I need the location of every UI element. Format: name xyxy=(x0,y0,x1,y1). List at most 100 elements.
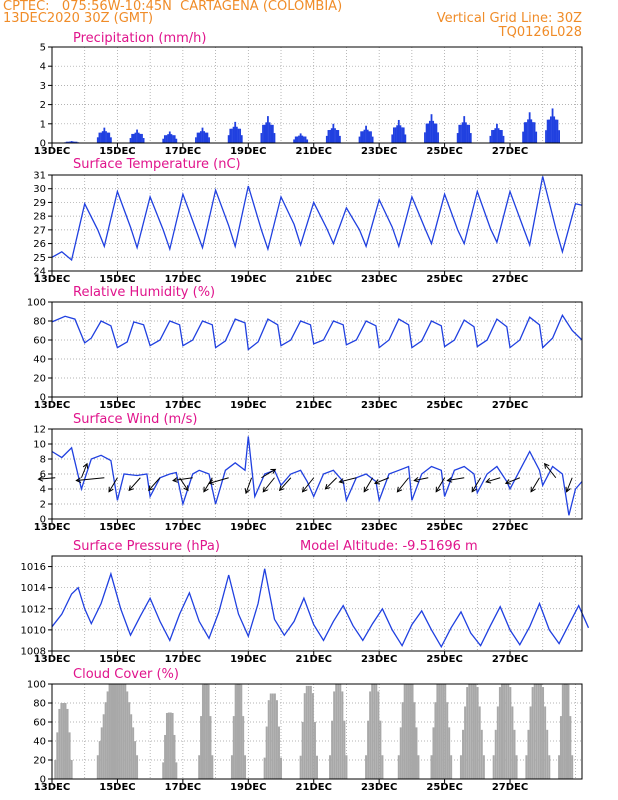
x-tick-label: 23DEC xyxy=(361,274,397,285)
wind-arrow-head xyxy=(435,486,441,493)
cloud-bar xyxy=(377,691,380,779)
wind-arrow xyxy=(80,463,88,478)
wind-arrow-head xyxy=(75,477,82,483)
y-tick-label: 0 xyxy=(40,393,46,404)
x-tick-label: 25DEC xyxy=(426,782,462,793)
rh-series-line xyxy=(51,313,583,351)
cloud-title: Cloud Cover (%) xyxy=(73,667,179,682)
cloud-bar xyxy=(367,720,370,779)
wind-arrow xyxy=(245,477,253,494)
cloud-bar xyxy=(265,726,268,779)
cloud-bar xyxy=(56,732,59,779)
x-tick-label: 27DEC xyxy=(492,654,528,665)
temp-series-line xyxy=(51,176,583,262)
precip-bar xyxy=(167,134,170,143)
y-tick-label: 31 xyxy=(33,171,46,182)
wind-arrow xyxy=(397,477,409,493)
precip-bar xyxy=(270,124,273,143)
cloud-bar xyxy=(128,702,131,779)
precip-panel: 0 1 2 3 4 5 13DEC 15DEC 17DEC 19DEC 21DEC 23DEC 25DE… xyxy=(34,31,583,157)
cloud-bar xyxy=(407,684,410,779)
cloud-bar xyxy=(230,755,233,779)
x-tick-label: 15DEC xyxy=(99,274,135,285)
precip-bar xyxy=(172,135,174,143)
x-tick-label: 21DEC xyxy=(296,782,332,793)
cloud-bar xyxy=(134,741,137,779)
precip-bar xyxy=(168,131,171,143)
x-tick-label: 27DEC xyxy=(492,400,528,411)
y-tick-label: 1008 xyxy=(21,647,46,658)
precip-bar xyxy=(358,136,361,143)
precip-bar xyxy=(139,133,142,143)
precip-bar xyxy=(108,132,111,143)
wind-arrow xyxy=(173,477,193,482)
x-tick-label: 17DEC xyxy=(165,400,201,411)
panel-frame xyxy=(51,555,583,652)
y-tick-label: 8 xyxy=(40,455,46,466)
cloud-bar xyxy=(542,687,545,779)
precip-bar xyxy=(206,132,209,143)
cloud-bar xyxy=(571,755,574,779)
precip-bar xyxy=(103,127,106,143)
wind-arrow-head xyxy=(485,478,492,484)
cloud-bar xyxy=(100,727,103,779)
cloud-panel: 0 20 40 60 80 100 13DEC 15DEC 17DEC 19DEC 21DEC 23D… xyxy=(27,667,583,793)
cloud-bar xyxy=(164,734,167,779)
y-tick-label: 2 xyxy=(40,500,46,511)
wind-arrow-head xyxy=(504,479,511,485)
cloud-bar xyxy=(305,685,308,779)
wind-arrow-head xyxy=(262,486,269,493)
cloud-bar xyxy=(459,755,462,779)
cloud-bar xyxy=(120,684,123,779)
cloud-bar xyxy=(132,727,135,779)
precip-bar xyxy=(494,128,497,143)
cloud-bar xyxy=(70,760,73,779)
precip-bar xyxy=(329,129,331,143)
precip-bar xyxy=(273,133,276,143)
precip-bar xyxy=(525,122,528,143)
cloud-bar xyxy=(311,693,314,779)
wind-arrow xyxy=(339,477,357,483)
cloud-bar xyxy=(531,687,534,779)
cloud-bar xyxy=(442,684,445,779)
precip-bar xyxy=(106,132,109,143)
cloud-bar xyxy=(343,720,346,779)
cloud-bar xyxy=(271,693,274,779)
y-tick-label: 24 xyxy=(33,267,46,278)
precip-bar xyxy=(163,135,166,143)
x-tick-label: 17DEC xyxy=(165,782,201,793)
cloud-bar xyxy=(365,755,368,779)
precip-bar xyxy=(365,125,367,143)
precip-bar xyxy=(271,124,274,143)
cloud-bar xyxy=(307,685,310,779)
precip-bar xyxy=(401,127,403,143)
precip-bar xyxy=(175,138,178,143)
precip-bar xyxy=(332,123,335,143)
cloud-bar xyxy=(169,712,172,779)
precip-bar xyxy=(72,141,75,143)
precip-bar xyxy=(533,122,536,143)
cloud-bar xyxy=(165,712,168,779)
precip-bar xyxy=(363,129,366,143)
cloud-bar xyxy=(411,684,414,779)
precip-bar xyxy=(545,130,547,143)
y-tick-label: 1010 xyxy=(21,625,46,636)
cloud-bar xyxy=(110,684,113,779)
wind-arrow-head xyxy=(203,486,209,493)
wind-arrow xyxy=(544,463,557,479)
x-tick-label: 25DEC xyxy=(426,400,462,411)
cloud-bar xyxy=(273,693,276,779)
wind-arrow xyxy=(302,477,315,493)
precip-bar xyxy=(500,130,503,143)
cloud-bar xyxy=(509,687,512,779)
y-tick-label: 26 xyxy=(33,239,46,250)
cloud-bar xyxy=(299,755,302,779)
y-tick-label: 0 xyxy=(40,775,46,786)
temp-title: Surface Temperature (nC) xyxy=(73,157,241,172)
cloud-bar xyxy=(66,708,69,779)
wind-arrow xyxy=(471,477,482,493)
wind-arrow-head xyxy=(183,485,189,492)
cloud-bar xyxy=(126,691,129,779)
precip-bar xyxy=(141,133,143,143)
cloud-bar xyxy=(200,716,203,779)
